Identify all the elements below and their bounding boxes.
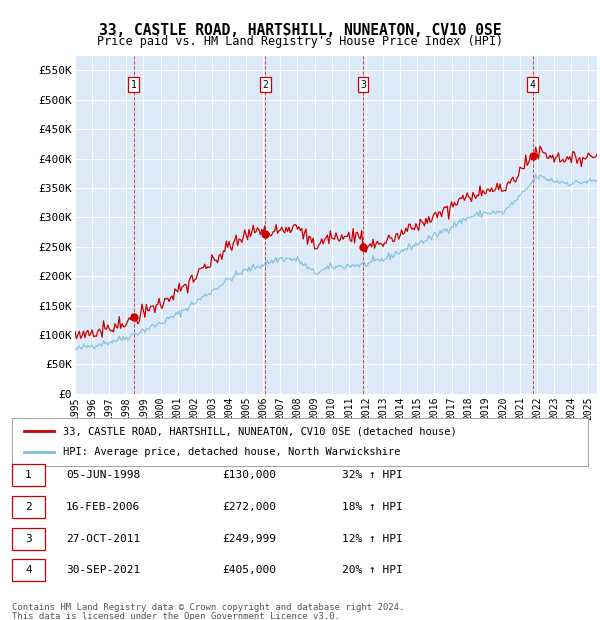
Text: 05-JUN-1998: 05-JUN-1998	[66, 470, 140, 480]
Text: £249,999: £249,999	[222, 534, 276, 544]
Text: 12% ↑ HPI: 12% ↑ HPI	[342, 534, 403, 544]
Text: Contains HM Land Registry data © Crown copyright and database right 2024.: Contains HM Land Registry data © Crown c…	[12, 603, 404, 613]
Text: 2: 2	[25, 502, 32, 512]
Text: £130,000: £130,000	[222, 470, 276, 480]
Text: 33, CASTLE ROAD, HARTSHILL, NUNEATON, CV10 0SE (detached house): 33, CASTLE ROAD, HARTSHILL, NUNEATON, CV…	[63, 426, 457, 436]
Bar	[12, 528, 45, 549]
Text: 16-FEB-2006: 16-FEB-2006	[66, 502, 140, 512]
Text: This data is licensed under the Open Government Licence v3.0.: This data is licensed under the Open Gov…	[12, 612, 340, 620]
Text: £272,000: £272,000	[222, 502, 276, 512]
Text: 30-SEP-2021: 30-SEP-2021	[66, 565, 140, 575]
Text: HPI: Average price, detached house, North Warwickshire: HPI: Average price, detached house, Nort…	[63, 448, 401, 458]
Text: £405,000: £405,000	[222, 565, 276, 575]
Text: 33, CASTLE ROAD, HARTSHILL, NUNEATON, CV10 0SE: 33, CASTLE ROAD, HARTSHILL, NUNEATON, CV…	[99, 23, 501, 38]
Text: 1: 1	[131, 79, 137, 89]
Text: Price paid vs. HM Land Registry's House Price Index (HPI): Price paid vs. HM Land Registry's House …	[97, 35, 503, 48]
Text: 1: 1	[25, 470, 32, 480]
Text: 3: 3	[25, 534, 32, 544]
Text: 20% ↑ HPI: 20% ↑ HPI	[342, 565, 403, 575]
Text: 4: 4	[25, 565, 32, 575]
Bar	[12, 495, 45, 518]
Bar	[12, 559, 45, 582]
Text: 32% ↑ HPI: 32% ↑ HPI	[342, 470, 403, 480]
Text: 27-OCT-2011: 27-OCT-2011	[66, 534, 140, 544]
Text: 2: 2	[262, 79, 268, 89]
Text: 18% ↑ HPI: 18% ↑ HPI	[342, 502, 403, 512]
Text: 4: 4	[530, 79, 536, 89]
Text: 3: 3	[360, 79, 366, 89]
Bar	[12, 464, 45, 485]
